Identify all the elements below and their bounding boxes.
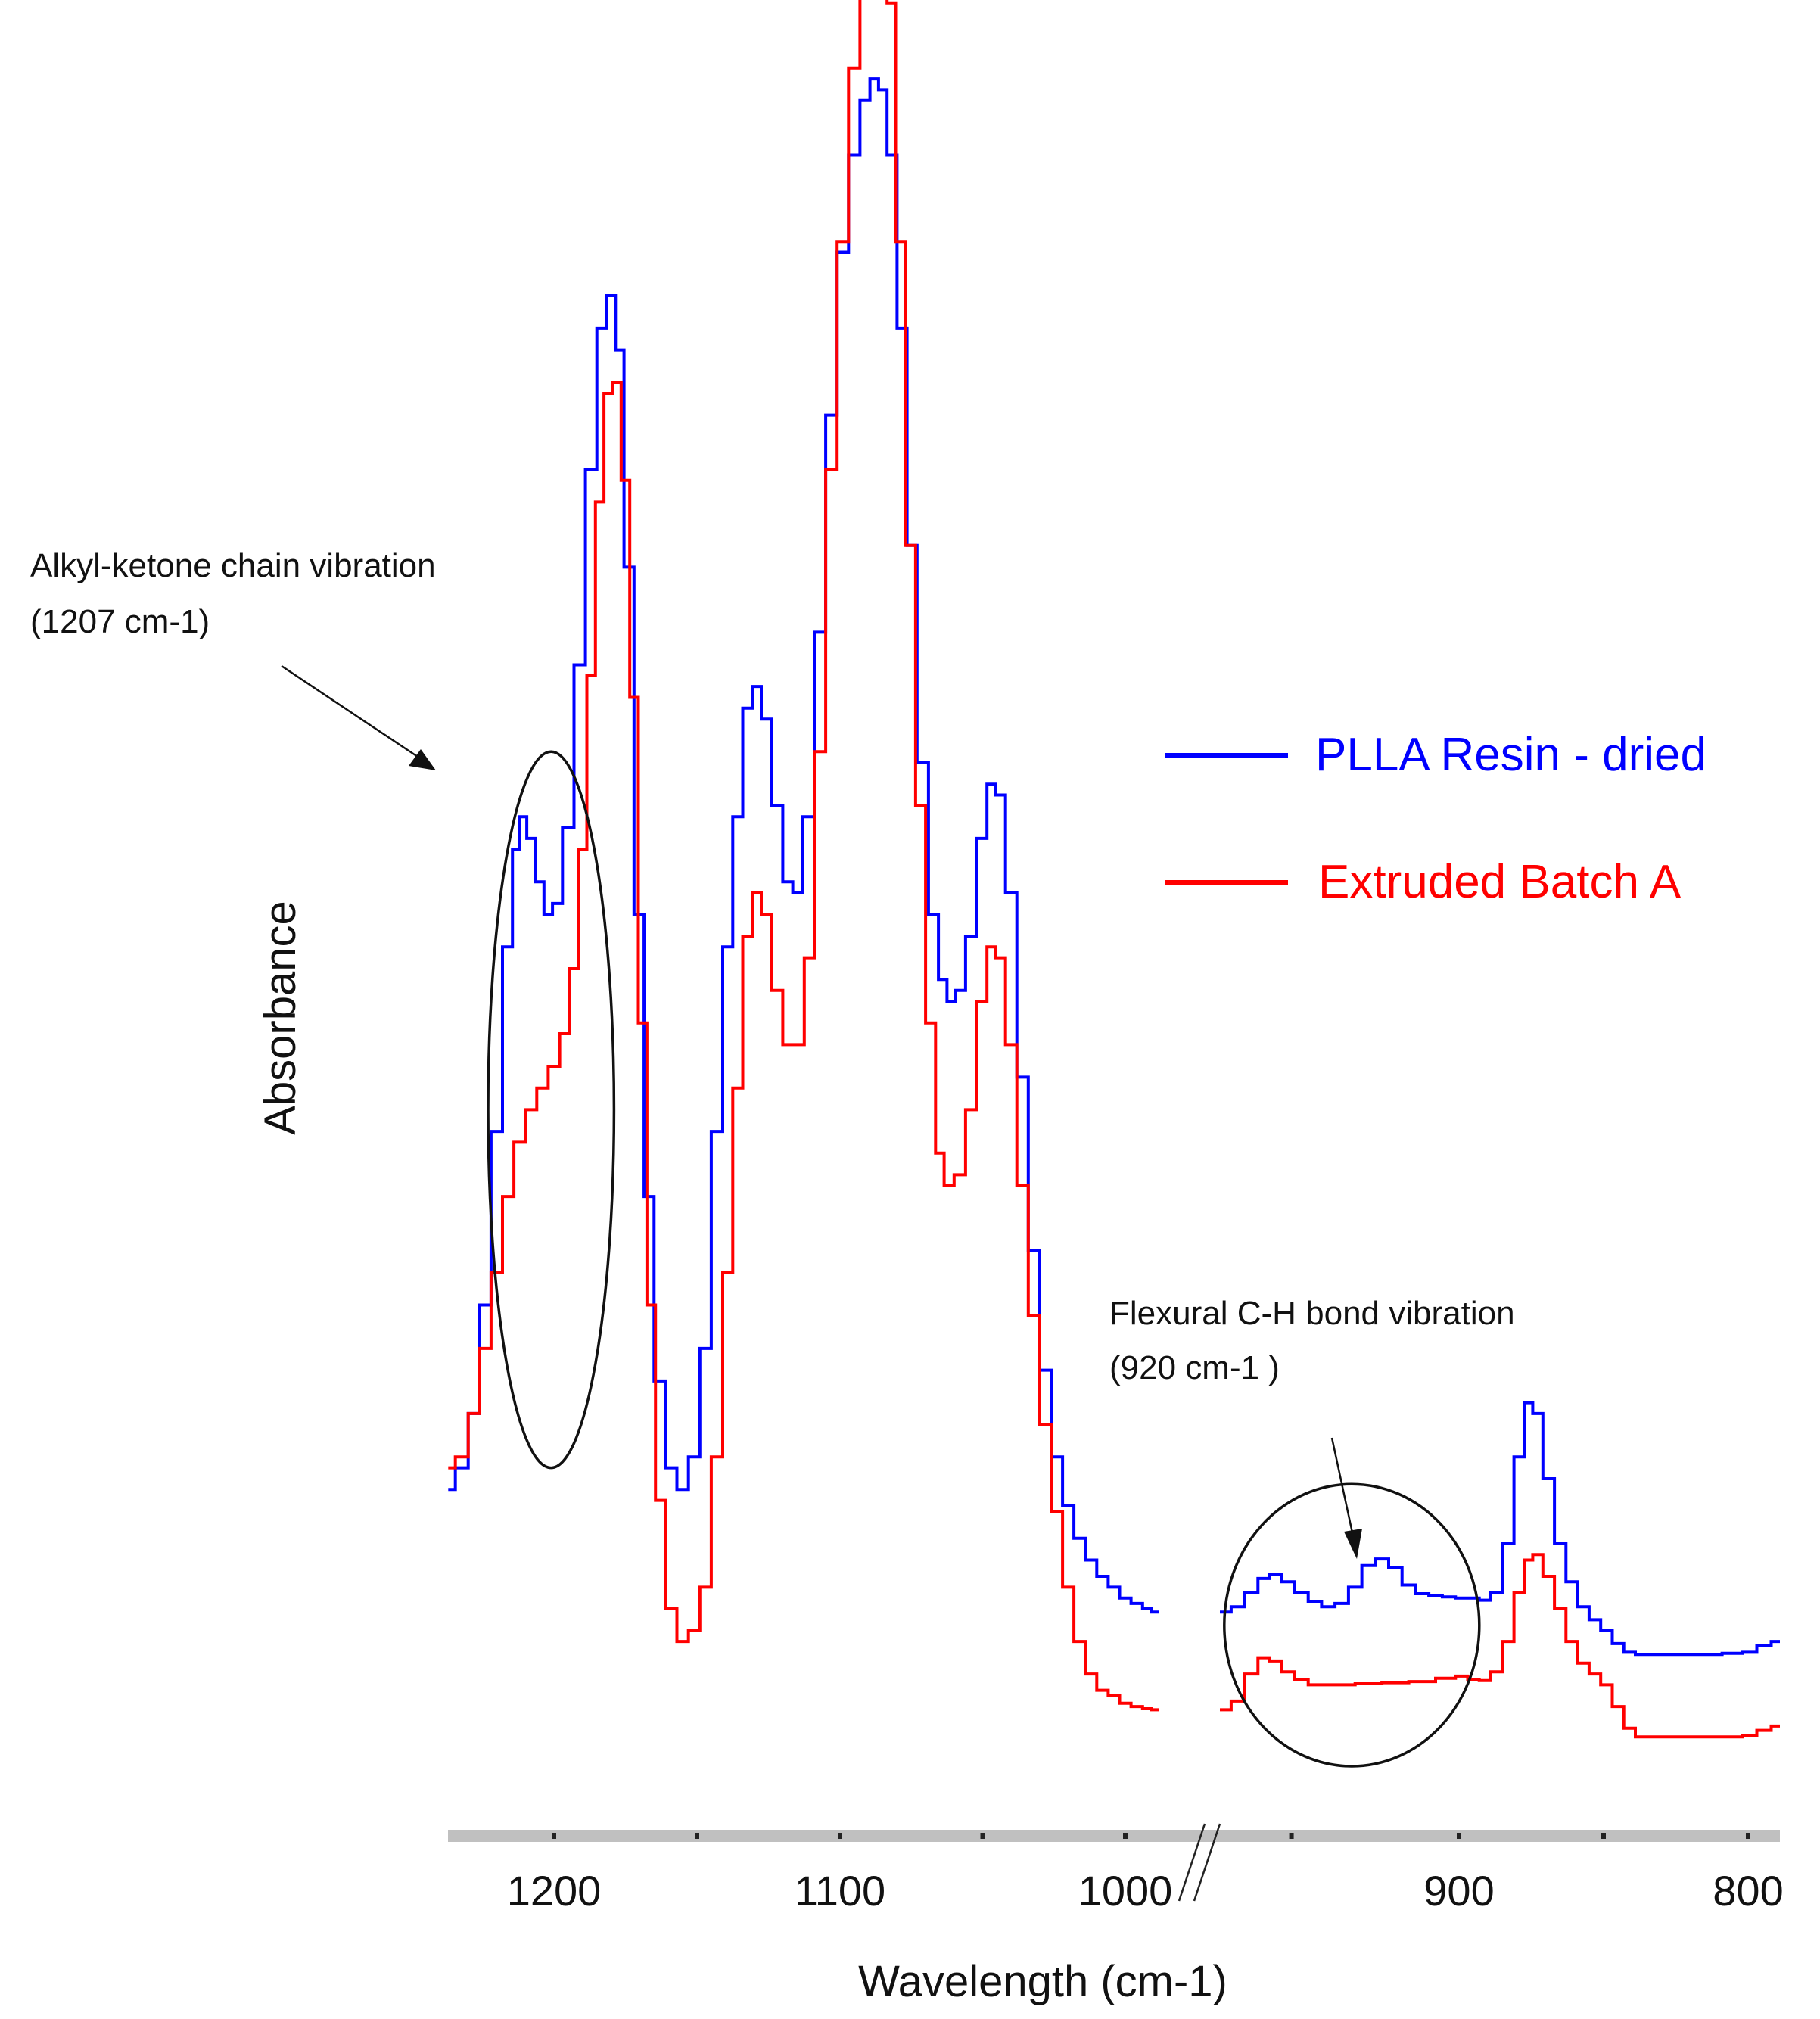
annotation-subtitle: (920 cm-1 ) [1109,1349,1280,1386]
axis-break-marks [1178,1823,1221,1902]
x-minor-tick [1746,1833,1750,1839]
x-minor-tick [1601,1833,1606,1839]
series-layer [448,0,1780,1739]
annotation-ellipse [1223,1482,1481,1768]
x-tick-label: 800 [1713,1867,1783,1915]
x-tick-label: 1100 [795,1867,885,1915]
legend: PLLA Resin - dried Extruded Batch A [1165,729,1706,908]
x-axis-tick-labels: 1200 1100 1000 900 800 [507,1867,1784,1915]
annotation-alkyl-ketone: Alkyl-ketone chain vibration (1207 cm-1) [30,547,616,1470]
annotation-arrowhead [409,749,436,770]
annotation-arrow [281,664,418,758]
x-axis-bar [448,1830,1780,1842]
annotation-ellipse [487,750,616,1470]
x-axis-label: Wavelength (cm-1) [858,1957,1227,2006]
x-minor-tick [980,1833,985,1839]
x-tick-label: 1000 [1078,1867,1173,1915]
legend-label-extruded-batch-a: Extruded Batch A [1318,856,1682,908]
x-minor-tick [552,1833,556,1839]
x-minor-tick [695,1833,699,1839]
annotation-title: Flexural C-H bond vibration [1109,1295,1515,1332]
annotation-arrowhead [1344,1529,1362,1559]
x-minor-tick [1289,1833,1294,1839]
axis-break-gap [1159,1483,1220,1801]
legend-label-plla-resin-dried: PLLA Resin - dried [1315,729,1706,781]
series-line-extruded-batch-a [448,0,1780,1739]
annotation-title: Alkyl-ketone chain vibration [30,547,436,584]
x-axis-minor-ticks [552,1833,1750,1839]
annotation-arrow [1330,1437,1355,1537]
x-minor-tick [1123,1833,1128,1839]
x-tick-label: 1200 [507,1867,602,1915]
x-minor-tick [1457,1833,1461,1839]
annotation-flexural-ch: Flexural C-H bond vibration (920 cm-1 ) [1109,1295,1515,1768]
annotation-subtitle: (1207 cm-1) [30,603,210,640]
x-tick-label: 900 [1423,1867,1494,1915]
y-axis-label: Absorbance [256,901,305,1135]
x-minor-tick [838,1833,842,1839]
